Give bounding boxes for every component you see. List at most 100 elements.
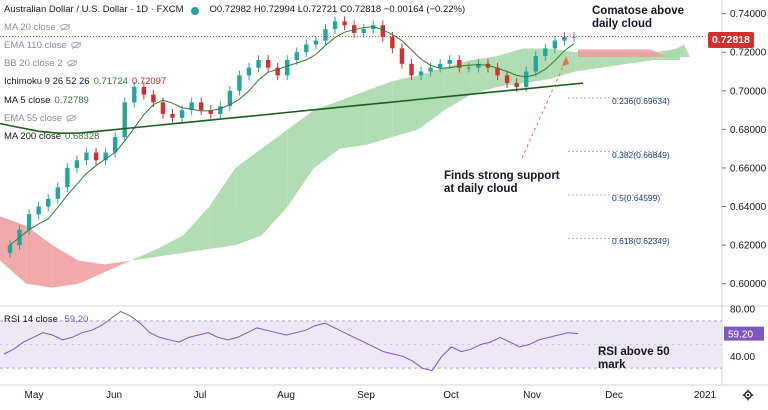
candle-body [428, 67, 433, 72]
candle-body [256, 59, 261, 68]
candle-body [409, 63, 414, 76]
x-tick-label: Aug [277, 390, 295, 401]
legend-row[interactable]: MA 200 close 0.68328 [4, 128, 465, 146]
candle-body [275, 67, 280, 76]
candle-body [476, 63, 481, 68]
y-tick-label: 0.66000 [730, 163, 767, 174]
x-tick-label: Sep [357, 390, 375, 401]
x-tick-label: Jul [194, 390, 207, 401]
candle-body [361, 29, 366, 33]
rsi-label: RSI 14 close [4, 314, 58, 325]
candle-body [552, 40, 558, 49]
x-tick-label: May [25, 390, 44, 401]
rsi-tick-label: 40.00 [730, 352, 755, 363]
hidden-eye-icon[interactable] [59, 24, 70, 32]
ohlc-readout: O0.72982 H0.72994 L0.72721 C0.72818 −0.0… [209, 4, 466, 16]
ichimoku-cloud-segment [549, 48, 576, 80]
ichimoku-cloud-segment [183, 206, 210, 253]
settings-gear-icon[interactable] [742, 389, 754, 401]
fib-label: 0.236(0.69634) [612, 95, 670, 106]
x-tick-label: Jun [106, 390, 122, 401]
candle-body [46, 198, 51, 207]
candle-body [26, 214, 32, 230]
ichimoku-cloud-segment [78, 260, 105, 284]
candle-body [227, 90, 233, 107]
ichimoku-cloud-segment [261, 129, 288, 236]
candle-body [390, 36, 395, 49]
legend-row[interactable]: MA 5 close 0.72789 [4, 92, 465, 110]
ichimoku-cloud-segment [0, 216, 27, 284]
legend-label: MA 200 close [4, 131, 62, 143]
support-arrow-head [562, 56, 569, 66]
legend-label: EMA 55 close [4, 112, 63, 124]
ichimoku-cloud-segment [209, 167, 236, 249]
candle-body [313, 40, 319, 45]
ichimoku-cloud-segment [313, 100, 340, 168]
legend-row[interactable]: Ichimoku 9 26 52 26 0.71724 0.72097 [4, 74, 465, 92]
candle-body [65, 167, 70, 188]
ma200-line [0, 82, 584, 134]
legend-value: 0.68328 [65, 131, 100, 143]
ichimoku-cloud-segment [52, 245, 79, 288]
candle-body [237, 75, 242, 91]
indicator-legend: Australian Dollar / U.S. Dollar · 1D · F… [4, 2, 465, 146]
candle-body [55, 187, 60, 199]
legend-value: 0.72097 [131, 76, 167, 88]
legend-label: BB 20 close 2 [4, 58, 63, 70]
ichimoku-cloud-segment [130, 248, 157, 261]
candle-body [218, 106, 223, 114]
candle-body [380, 25, 386, 37]
y-tick-label: 0.68000 [730, 125, 767, 136]
rsi-line [3, 310, 579, 372]
candle-body [571, 36, 577, 38]
rsi-value-tag [724, 326, 764, 341]
candle-body [112, 137, 118, 153]
candle-body [285, 59, 290, 76]
rsi-value-tag-text: 59.20 [728, 330, 753, 341]
y-tick-label: 0.74000 [730, 9, 767, 20]
hidden-eye-icon[interactable] [66, 115, 77, 123]
ichimoku-cloud-segment [287, 110, 314, 207]
candle-body [524, 71, 529, 87]
candle-body [533, 56, 538, 72]
ichimoku-cloud-segment [392, 75, 419, 138]
candle-body [93, 152, 99, 161]
y-tick-label: 0.64000 [730, 202, 767, 213]
candle-body [208, 110, 213, 114]
ichimoku-cloud-segment [470, 56, 497, 95]
candle-body [36, 206, 41, 215]
annotation-rsi: RSI above 50 mark [598, 346, 670, 371]
legend-label: MA 5 close [4, 94, 51, 106]
x-tick-label: Oct [443, 390, 459, 401]
candle-body [504, 75, 510, 84]
candle-body [265, 59, 271, 68]
rsi-legend: RSI 14 close 59.20 [4, 314, 88, 325]
candle-body [304, 44, 309, 53]
legend-value: 0.72789 [54, 94, 89, 106]
ichimoku-cloud-future-bull [660, 44, 690, 58]
legend-row[interactable]: EMA 55 close [4, 110, 465, 128]
y-tick-label: 0.62000 [730, 241, 767, 252]
candle-body [179, 110, 185, 118]
legend-row[interactable]: MA 20 close [4, 19, 465, 37]
y-tick-label: 0.60000 [730, 279, 767, 290]
hidden-eye-icon[interactable] [70, 42, 81, 50]
candle-body [466, 67, 472, 69]
candle-body [543, 48, 548, 57]
legend-row[interactable]: BB 20 close 2 [4, 55, 465, 73]
y-tick-label: 0.72000 [730, 48, 767, 59]
ichimoku-cloud-segment [496, 48, 524, 87]
candle-body [514, 83, 519, 87]
candle-body [332, 21, 338, 30]
hidden-eye-icon[interactable] [66, 60, 77, 68]
legend-row[interactable]: EMA 110 close [4, 37, 465, 55]
ma5-line [9, 26, 575, 246]
annotation-comatose: Comatose above daily cloud [592, 5, 685, 30]
candle-body [437, 63, 443, 68]
x-tick-label: Nov [523, 390, 541, 401]
candle-body [189, 102, 194, 111]
candle-body [447, 59, 452, 64]
candle-body [351, 25, 357, 33]
